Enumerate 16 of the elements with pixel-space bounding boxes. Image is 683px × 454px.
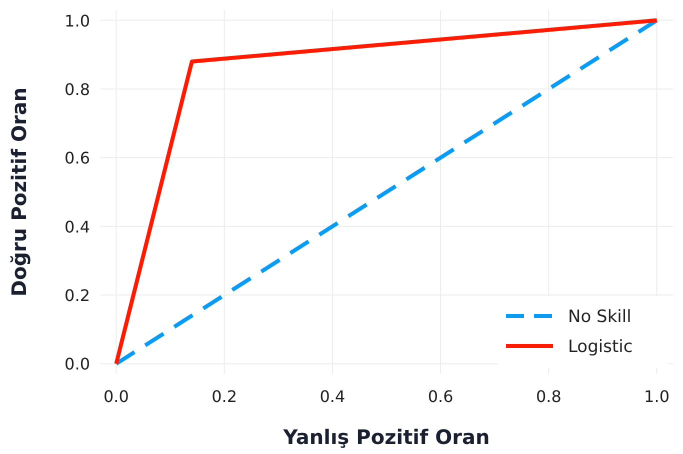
y-tick-label: 0.4 [64, 217, 90, 236]
y-axis-title: Doğru Pozitif Oran [7, 87, 31, 297]
legend-label: No Skill [568, 307, 632, 327]
x-tick-label: 0.2 [212, 387, 238, 406]
legend-label: Logistic [568, 337, 633, 357]
x-tick-label: 0.4 [320, 387, 346, 406]
y-tick-label: 0.0 [64, 354, 90, 374]
y-tick-label: 0.2 [64, 286, 90, 306]
y-tick-label: 0.6 [64, 148, 90, 168]
x-tick-label: 0.0 [103, 387, 129, 406]
x-axis-title: Yanlış Pozitif Oran [282, 425, 490, 449]
x-tick-label: 0.8 [536, 387, 562, 406]
y-tick-label: 0.8 [64, 80, 90, 99]
x-tick-label: 0.6 [428, 387, 454, 406]
y-tick-label: 1.0 [64, 11, 90, 30]
x-tick-label: 1.0 [644, 387, 670, 406]
